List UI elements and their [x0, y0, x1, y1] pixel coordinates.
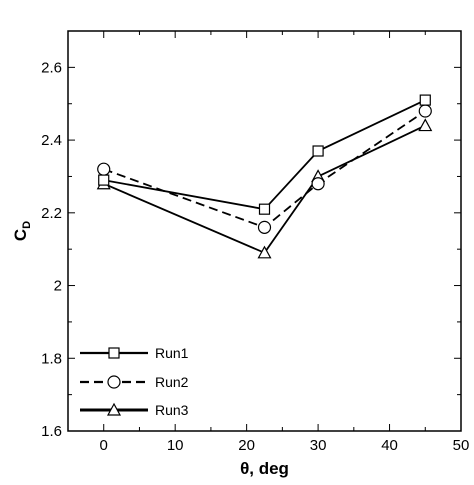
- legend-label: Run3: [155, 402, 189, 418]
- series-group: [96, 94, 433, 259]
- legend-marker: [108, 347, 120, 359]
- plot-frame: [67, 30, 462, 432]
- axis-ticks: 0 10 20 30 40 50 1.6 1.8 2 2.2 2.4 2.6: [41, 31, 469, 454]
- data-point: [418, 118, 433, 132]
- data-point: [311, 177, 325, 191]
- plot-border: [67, 30, 462, 432]
- y-tick-label: 2: [54, 278, 62, 295]
- legend-label: Run2: [155, 374, 189, 390]
- y-tick-label: 2.6: [41, 59, 62, 76]
- y-axis-label-subscript: D: [21, 221, 33, 229]
- data-point: [258, 203, 271, 215]
- data-point: [312, 145, 324, 157]
- x-tick-label: 20: [238, 437, 255, 454]
- y-axis-label-main: C: [11, 229, 30, 241]
- legend-item: Run3: [80, 402, 189, 418]
- y-tick-label: 2.2: [41, 205, 62, 222]
- x-tick-label: 40: [381, 437, 398, 454]
- y-tick-label: 1.8: [41, 350, 62, 367]
- x-axis-label: θ, deg: [240, 459, 289, 478]
- series-line: [103, 99, 426, 211]
- data-point: [97, 162, 111, 176]
- x-tick-label: 10: [167, 437, 184, 454]
- series-line: [103, 110, 426, 229]
- x-tick-label: 0: [100, 437, 108, 454]
- data-point: [418, 104, 432, 118]
- data-point: [98, 174, 110, 186]
- legend-label: Run1: [155, 345, 189, 361]
- legend-item: Run2: [80, 374, 189, 390]
- legend-item: Run1: [80, 345, 189, 361]
- x-tick-label: 30: [310, 437, 327, 454]
- data-point: [419, 94, 431, 106]
- x-tick-label: 50: [453, 437, 470, 454]
- y-tick-label: 1.6: [41, 423, 62, 440]
- series-run1: [98, 94, 431, 215]
- legend-marker: [106, 402, 122, 416]
- legend: Run1 Run2 Run3: [80, 345, 189, 418]
- y-axis-label: CD: [11, 221, 33, 241]
- data-point: [257, 220, 272, 234]
- series-line: [103, 124, 426, 254]
- series-run2: [97, 104, 432, 234]
- data-point: [257, 245, 272, 259]
- y-tick-label: 2.4: [41, 132, 62, 149]
- legend-marker: [107, 375, 121, 389]
